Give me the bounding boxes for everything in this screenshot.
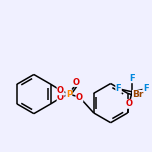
Text: F: F <box>116 84 121 93</box>
Text: Br: Br <box>132 90 144 99</box>
Text: O: O <box>76 93 83 102</box>
Text: O: O <box>73 78 80 86</box>
Text: F: F <box>143 84 149 93</box>
Text: O: O <box>57 86 64 95</box>
Text: P: P <box>66 90 72 99</box>
Text: F: F <box>129 74 135 83</box>
Text: O: O <box>126 99 133 108</box>
Text: O: O <box>57 93 64 102</box>
